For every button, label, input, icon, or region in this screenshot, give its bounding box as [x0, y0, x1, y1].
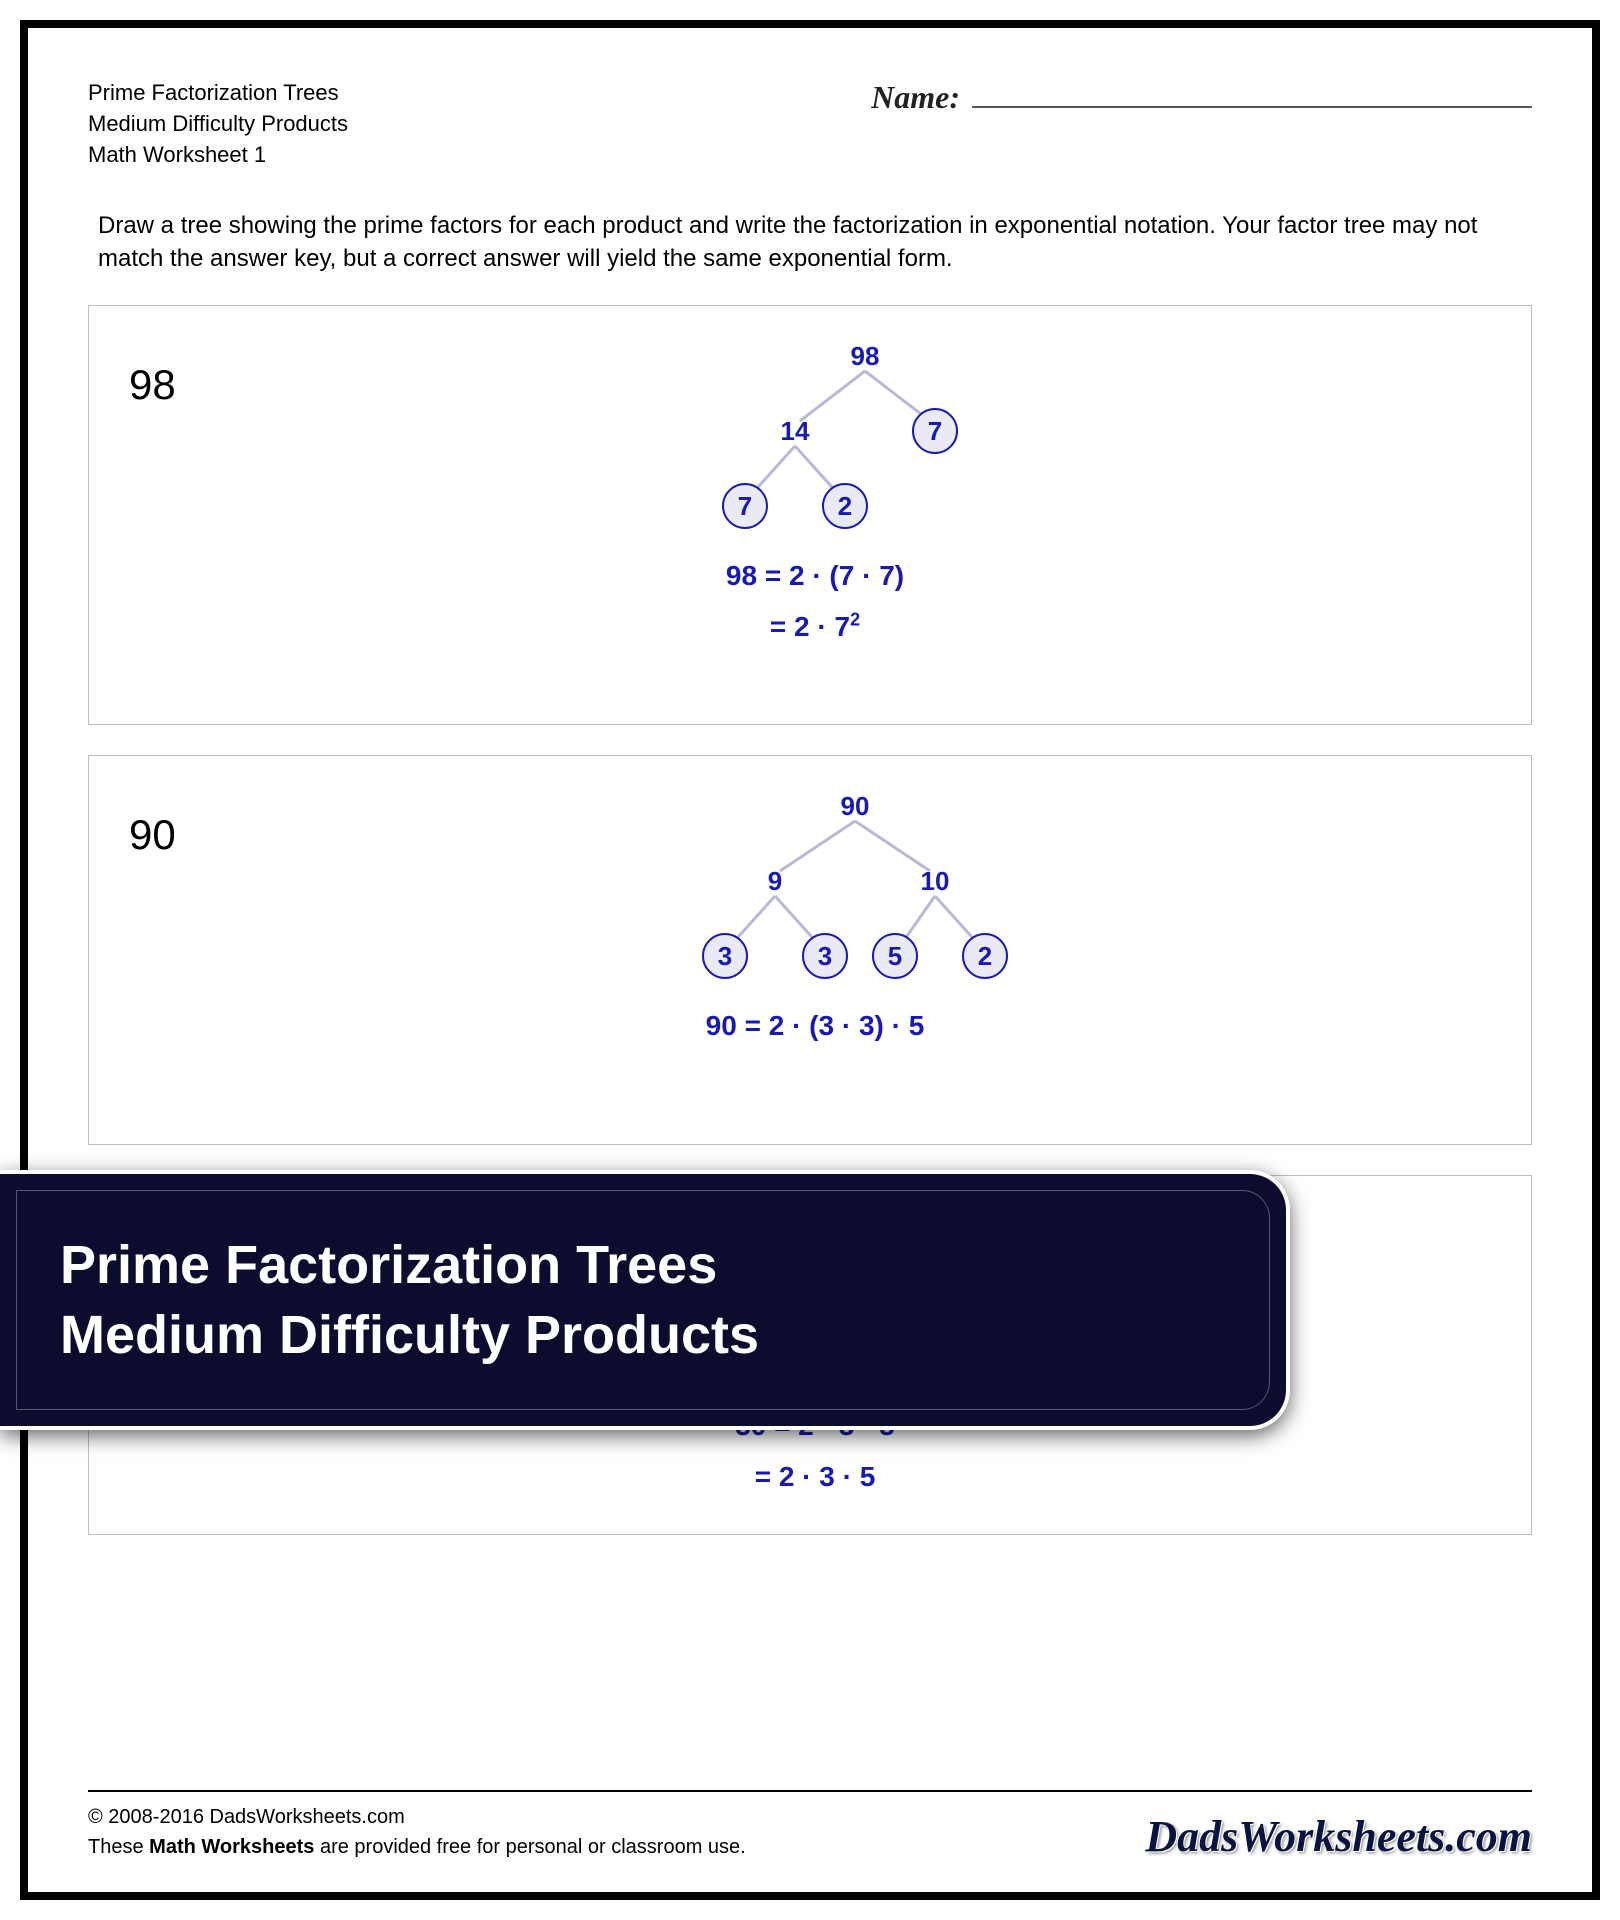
footer-note: These Math Worksheets are provided free …	[88, 1832, 746, 1862]
header: Prime Factorization Trees Medium Difficu…	[88, 78, 1532, 170]
factor-tree: 98 14 7 7 2	[565, 326, 1065, 536]
banner-line-2: Medium Difficulty Products	[60, 1300, 1226, 1370]
svg-text:10: 10	[921, 866, 950, 896]
problem-box: 90 90 9 10 3 3 5 2 90 = 2 · (3 · 3) · 5	[88, 755, 1532, 1145]
svg-text:2: 2	[978, 941, 992, 971]
svg-text:90: 90	[841, 791, 870, 821]
header-meta: Prime Factorization Trees Medium Difficu…	[88, 78, 348, 170]
title-banner-overlay: Prime Factorization Trees Medium Difficu…	[0, 1170, 1290, 1430]
equation-line-1: 98 = 2 · (7 · 7)	[119, 551, 1511, 601]
header-line-3: Math Worksheet 1	[88, 140, 348, 171]
name-label: Name:	[871, 79, 960, 116]
factor-tree: 90 9 10 3 3 5 2	[555, 776, 1075, 986]
brand-logo: DadsWorksheets.com	[1145, 1811, 1532, 1862]
header-line-1: Prime Factorization Trees	[88, 78, 348, 109]
svg-text:98: 98	[851, 341, 880, 371]
equation-block: 90 = 2 · (3 · 3) · 5	[119, 1001, 1511, 1051]
equation-line-2: = 2 · 3 · 5	[119, 1452, 1511, 1502]
worksheet-page: Prime Factorization Trees Medium Difficu…	[20, 20, 1600, 1900]
svg-text:2: 2	[838, 491, 852, 521]
svg-text:3: 3	[818, 941, 832, 971]
svg-text:9: 9	[768, 866, 782, 896]
svg-text:14: 14	[781, 416, 810, 446]
footer-text: © 2008-2016 DadsWorksheets.com These Mat…	[88, 1802, 746, 1862]
instructions-text: Draw a tree showing the prime factors fo…	[88, 210, 1532, 275]
svg-text:3: 3	[718, 941, 732, 971]
svg-text:7: 7	[928, 416, 942, 446]
equation-line-2: = 2 · 72	[119, 602, 1511, 652]
header-line-2: Medium Difficulty Products	[88, 109, 348, 140]
footer: © 2008-2016 DadsWorksheets.com These Mat…	[88, 1790, 1532, 1862]
problem-number: 98	[129, 361, 176, 409]
banner-line-1: Prime Factorization Trees	[60, 1230, 1226, 1300]
equation-line-1: 90 = 2 · (3 · 3) · 5	[119, 1001, 1511, 1051]
name-blank-line[interactable]	[972, 78, 1532, 108]
problem-box: 98 98 14 7 7 2 98 = 2 · (7 · 7)= 2 · 72	[88, 305, 1532, 725]
copyright-text: © 2008-2016 DadsWorksheets.com	[88, 1802, 746, 1832]
svg-text:5: 5	[888, 941, 902, 971]
problem-number: 90	[129, 811, 176, 859]
equation-block: 98 = 2 · (7 · 7)= 2 · 72	[119, 551, 1511, 652]
name-field: Name:	[871, 78, 1532, 116]
svg-text:7: 7	[738, 491, 752, 521]
